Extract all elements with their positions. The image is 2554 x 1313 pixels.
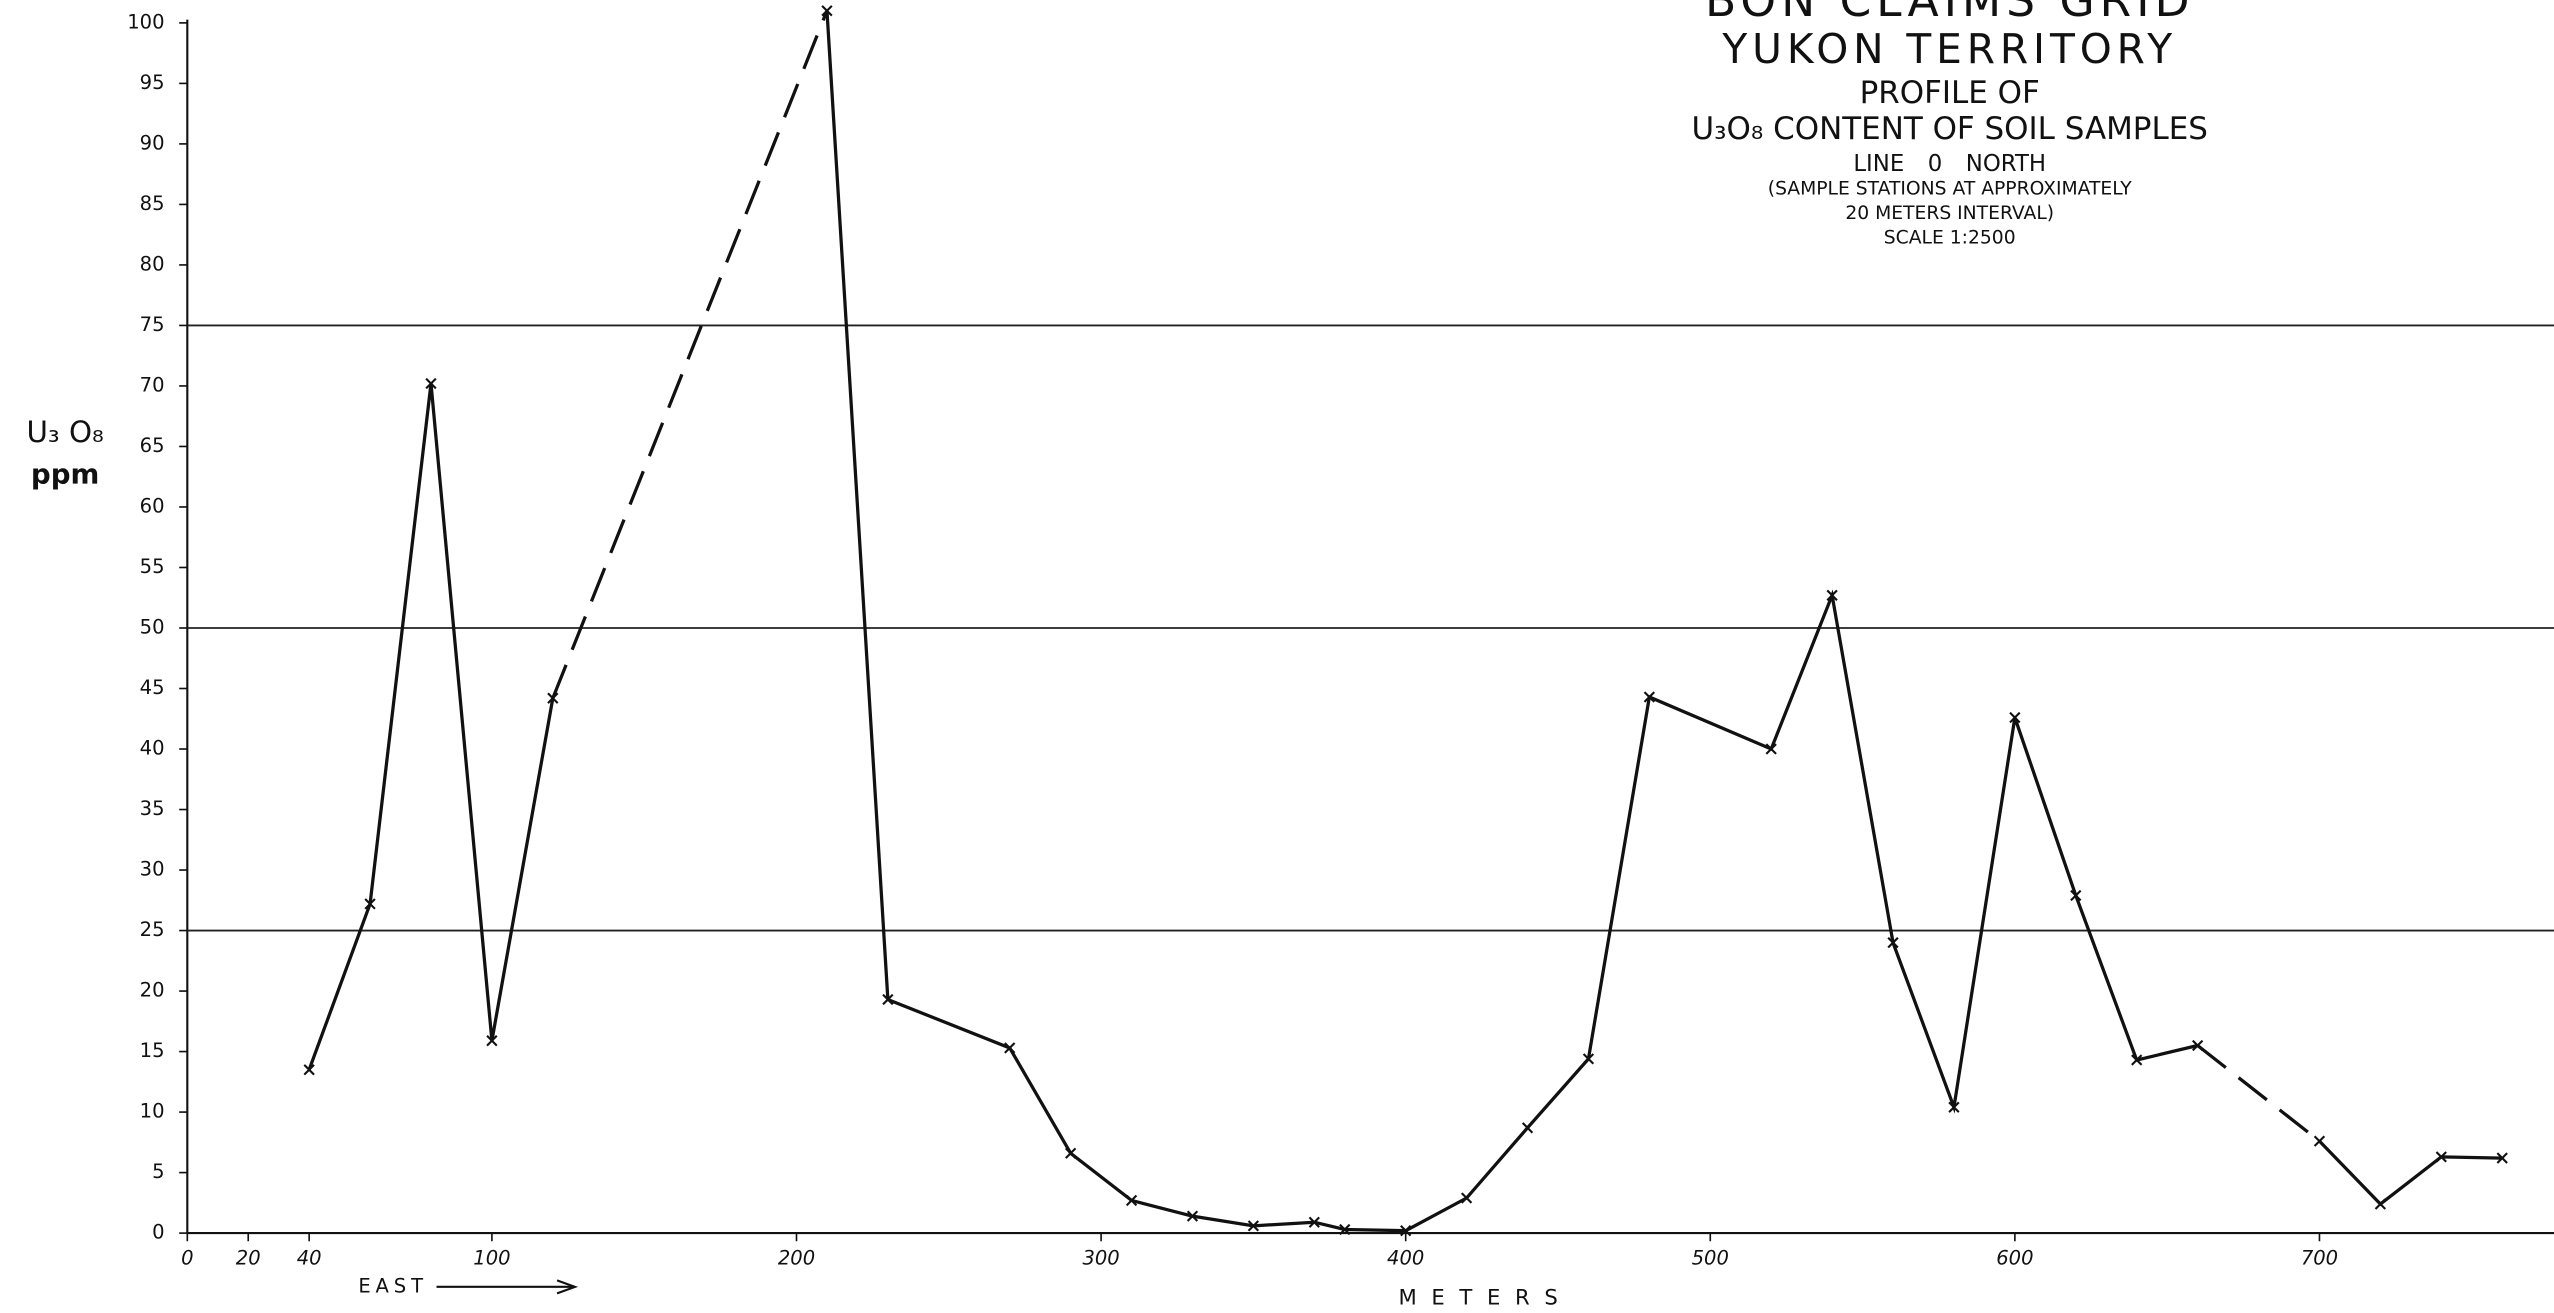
sample-point — [2191, 1039, 2204, 1052]
sample-point — [2131, 1054, 2143, 1066]
title-block: BON CLAIMS GRID YUKON TERRITORY PROFILE … — [1692, 0, 2208, 248]
y-tick-label: 45 — [140, 676, 165, 699]
x-tick-label: 20 — [236, 1247, 261, 1270]
chart-subtitle: U₃O₈ CONTENT OF SOIL SAMPLES — [1692, 111, 2208, 147]
chart-subtitle: SCALE 1:2500 — [1884, 227, 2016, 248]
profile-line — [2318, 1139, 2503, 1207]
chart-subtitle: PROFILE OF — [1860, 75, 2040, 111]
sample-point — [2435, 1151, 2447, 1163]
y-tick-label: 85 — [140, 192, 165, 215]
sample-point — [2496, 1152, 2508, 1164]
dashed-line — [551, 10, 829, 699]
y-tick-label: 25 — [140, 918, 165, 941]
sample-point — [821, 5, 833, 17]
sample-point — [2313, 1135, 2326, 1147]
y-tick-label: 80 — [140, 252, 165, 275]
sample-point — [1582, 1053, 1595, 1065]
y-tick-label: 90 — [140, 131, 165, 154]
x-axis-label: METERS — [1398, 1284, 1572, 1309]
x-tick-label: 300 — [1082, 1247, 1119, 1270]
direction-arrow-head — [556, 1279, 579, 1295]
chart-subtitle: 20 METERS INTERVAL) — [1845, 203, 2054, 224]
sample-point — [1460, 1192, 1473, 1204]
y-tick-label: 50 — [140, 615, 165, 638]
chart-title: BON CLAIMS GRID — [1705, 0, 2195, 27]
y-tick-label: 5 — [152, 1160, 164, 1183]
y-tick-label: 30 — [140, 858, 165, 881]
sample-point — [1400, 1225, 1412, 1237]
chart-title: YUKON TERRITORY — [1721, 25, 2177, 73]
sample-point — [1643, 691, 1656, 703]
sample-point — [1004, 1042, 1016, 1054]
y-tick-label: 95 — [140, 71, 165, 94]
y-tick-label: 20 — [140, 979, 165, 1002]
y-tick-label: 55 — [140, 555, 165, 578]
sample-point — [1125, 1194, 1138, 1207]
sample-point — [425, 377, 437, 390]
chart-subtitle: (SAMPLE STATIONS AT APPROXIMATELY — [1768, 179, 2132, 200]
x-tick-label: 40 — [297, 1247, 322, 1270]
sample-point — [882, 993, 894, 1006]
sample-point — [486, 1035, 498, 1047]
profile-line — [307, 383, 555, 1071]
sample-point — [1765, 743, 1777, 755]
x-tick-label: 0 — [181, 1247, 193, 1270]
sample-point — [2009, 711, 2021, 724]
y-tick-label: 70 — [140, 373, 165, 396]
sample-point — [1339, 1223, 1351, 1236]
sample-point — [1826, 589, 1838, 601]
x-tick-label: 500 — [1692, 1247, 1729, 1270]
sample-point — [1887, 937, 1899, 949]
y-tick-label: 40 — [140, 737, 165, 760]
sample-point — [1308, 1216, 1320, 1228]
y-tick-label: 60 — [140, 494, 165, 517]
y-axis-label: U₃ O₈ — [26, 415, 103, 449]
sample-point — [1948, 1101, 1960, 1113]
sample-point — [547, 692, 559, 704]
y-tick-label: 75 — [140, 313, 165, 336]
x-tick-label: 700 — [2301, 1247, 2338, 1270]
chart-subtitle: LINE 0 NORTH — [1853, 151, 2046, 177]
sample-point — [1247, 1220, 1260, 1232]
x-tick-label: 600 — [1996, 1247, 2033, 1270]
sample-point — [364, 898, 376, 910]
profile-line — [825, 10, 2199, 1233]
y-tick-label: 0 — [152, 1221, 164, 1244]
sample-point — [2070, 889, 2082, 902]
y-tick-label: 100 — [127, 10, 164, 33]
direction-label: EAST — [358, 1274, 428, 1297]
y-tick-label: 65 — [140, 434, 165, 457]
y-tick-label: 10 — [140, 1100, 165, 1123]
sample-point — [1064, 1147, 1077, 1159]
sample-point — [2374, 1198, 2387, 1210]
y-tick-label: 35 — [140, 797, 165, 820]
y-tick-label: 15 — [140, 1039, 165, 1062]
x-tick-label: 400 — [1387, 1247, 1424, 1270]
x-tick-label: 200 — [778, 1247, 815, 1270]
dashed-line — [2196, 1044, 2321, 1143]
sample-point — [1521, 1122, 1534, 1134]
sample-point — [1186, 1210, 1199, 1222]
x-tick-label: 100 — [473, 1247, 510, 1270]
sample-point — [303, 1064, 315, 1076]
y-axis-label: ppm — [31, 458, 100, 491]
